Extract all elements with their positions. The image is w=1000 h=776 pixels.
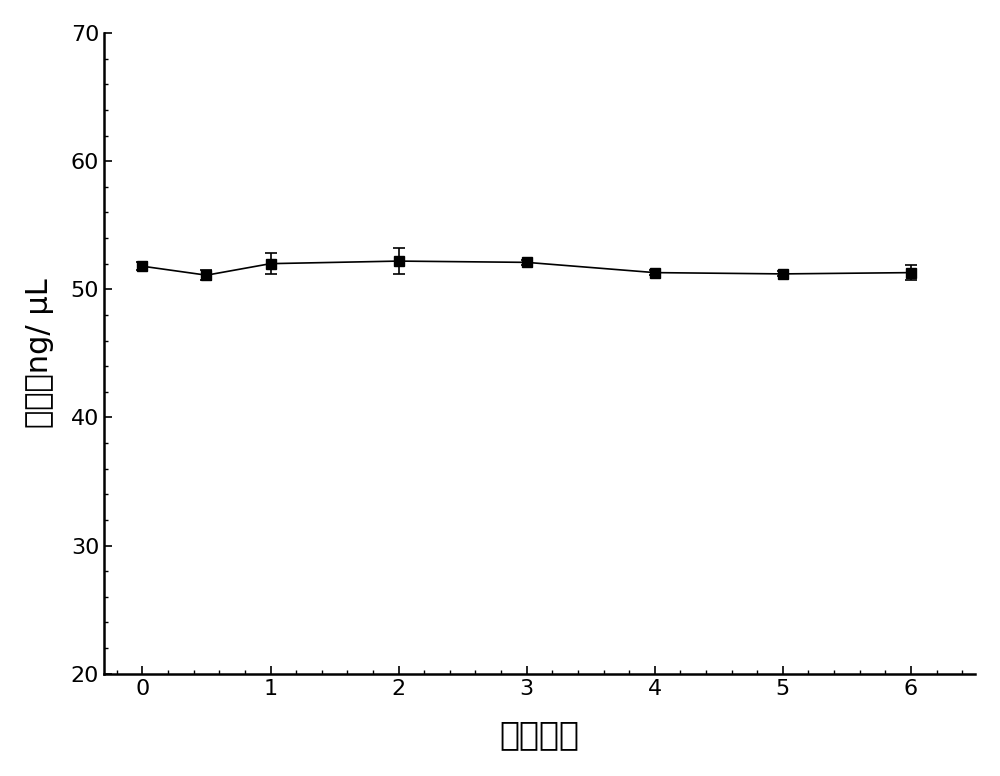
X-axis label: 时间，月: 时间，月 [500, 718, 580, 751]
Y-axis label: 浓度，ng/ μL: 浓度，ng/ μL [25, 279, 54, 428]
